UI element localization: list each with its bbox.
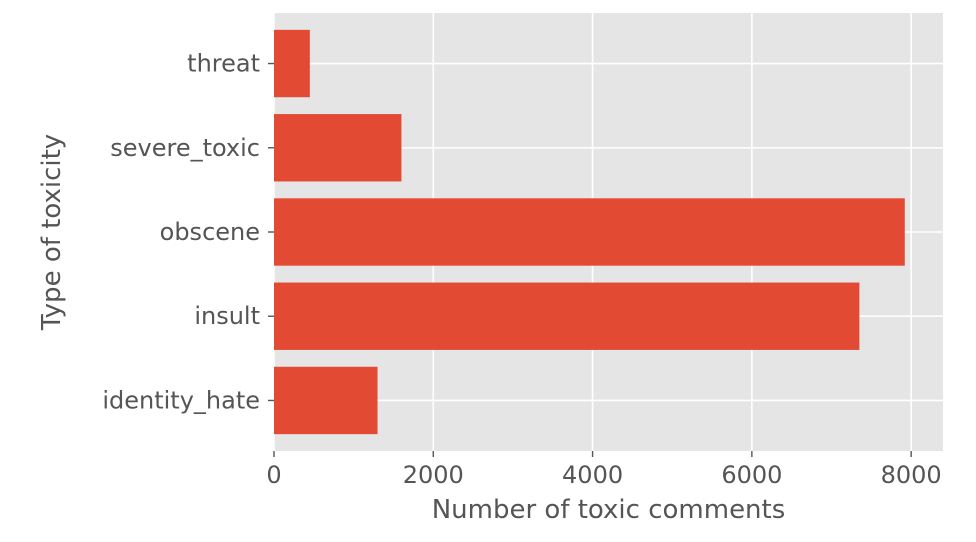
bar-threat	[274, 29, 310, 98]
bar-severe_toxic	[274, 114, 402, 182]
x-tick-label: 2000	[403, 461, 464, 489]
x-tick-label: 4000	[562, 461, 623, 489]
y-tick-label-threat: threat	[187, 50, 260, 78]
y-tick-label-insult: insult	[194, 302, 260, 330]
x-axis-ticks: 0 2000 4000 6000 8000	[266, 451, 942, 489]
bars	[274, 29, 905, 435]
y-axis-label: Type of toxicity	[37, 134, 67, 331]
y-tick-label-severe_toxic: severe_toxic	[110, 134, 260, 162]
bar-insult	[274, 282, 860, 350]
y-tick-label-identity_hate: identity_hate	[102, 386, 260, 414]
x-tick-label: 6000	[721, 461, 782, 489]
y-tick-label-obscene: obscene	[160, 218, 260, 246]
bar-obscene	[274, 198, 905, 266]
x-tick-label: 8000	[881, 461, 942, 489]
x-axis-label: Number of toxic comments	[432, 495, 786, 525]
x-tick-label: 0	[266, 461, 281, 489]
bar-identity_hate	[274, 366, 378, 435]
